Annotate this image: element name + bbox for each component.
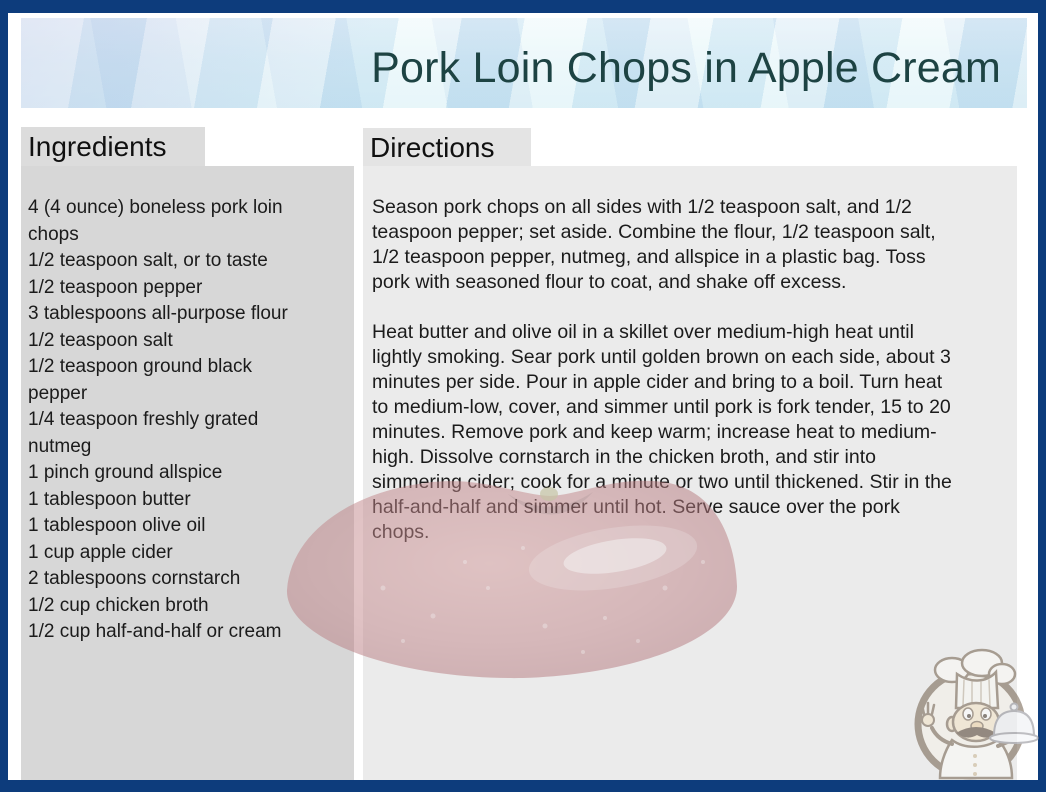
ingredient-item: 1/2 teaspoon salt <box>28 329 173 351</box>
directions-paragraph: Heat butter and olive oil in a skillet o… <box>372 321 952 543</box>
ingredient-item: 1/2 teaspoon pepper <box>28 276 203 298</box>
ingredients-list: 4 (4 ounce) boneless pork loin chops 1/2 … <box>21 166 354 646</box>
page-background: Pork Loin Chops in Apple Cream Ingredien… <box>8 13 1039 780</box>
ingredient-item: 1/2 cup half-and-half or cream <box>28 621 282 642</box>
ingredient-item: 1/2 teaspoon salt, or to taste <box>28 250 268 271</box>
ingredients-heading-box: Ingredients <box>21 127 205 166</box>
ingredient-item: 1 cup apple cider <box>28 541 173 563</box>
ingredient-item: 1/2 cup chicken broth <box>28 594 209 616</box>
directions-heading: Directions <box>370 132 495 163</box>
directions-paragraph: Season pork chops on all sides with 1/2 … <box>372 196 936 293</box>
ingredient-item: 1 tablespoon butter <box>28 488 191 510</box>
ingredient-item: 2 tablespoons cornstarch <box>28 568 241 589</box>
ingredient-item: 1/2 teaspoon ground black pepper <box>28 356 252 404</box>
ingredient-item: 4 (4 ounce) boneless pork loin chops <box>28 197 283 245</box>
page-title: Pork Loin Chops in Apple Cream <box>371 43 1001 92</box>
title-banner: Pork Loin Chops in Apple Cream <box>21 18 1027 108</box>
ingredient-item: 1 tablespoon olive oil <box>28 515 206 536</box>
ingredients-heading: Ingredients <box>28 131 167 162</box>
directions-heading-box: Directions <box>363 128 531 166</box>
directions-text: Season pork chops on all sides with 1/2 … <box>363 166 1017 570</box>
ingredient-item: 1 pinch ground allspice <box>28 462 223 483</box>
ingredient-item: 1/4 teaspoon freshly grated nutmeg <box>28 409 259 457</box>
ingredient-item: 3 tablespoons all-purpose flour <box>28 303 288 324</box>
